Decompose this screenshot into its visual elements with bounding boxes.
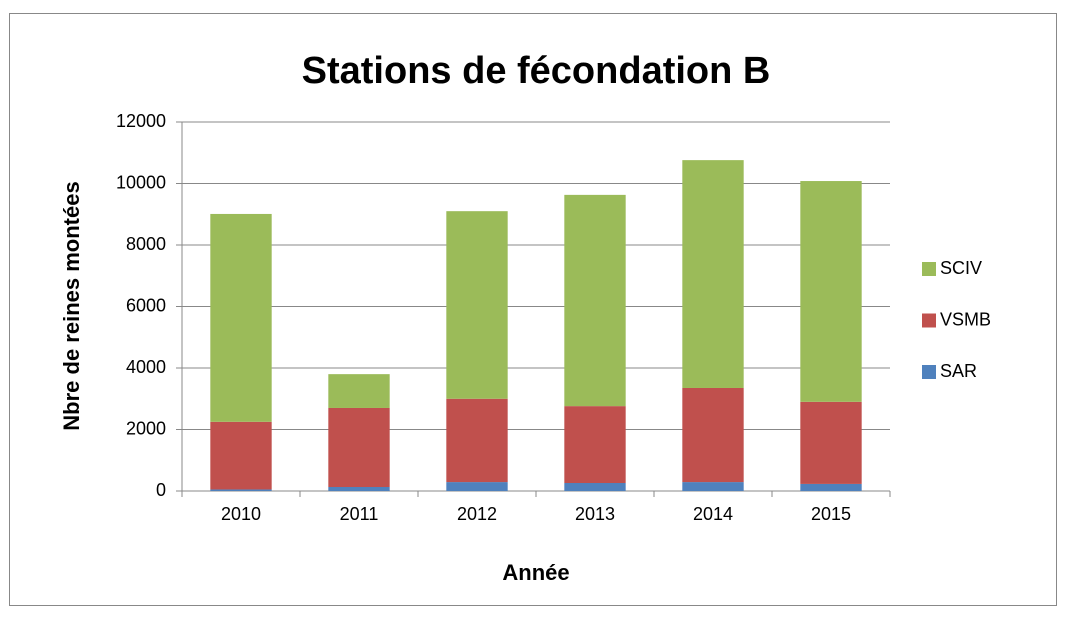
bar-segment — [564, 406, 626, 484]
bar-segment — [682, 482, 744, 491]
bar-segment — [446, 398, 508, 483]
y-tick-label: 4000 — [126, 357, 166, 377]
bar-segment — [682, 160, 744, 388]
x-tick-label: 2015 — [811, 504, 851, 524]
bar-segment — [210, 421, 272, 490]
bar-segment — [210, 213, 272, 422]
chart-border — [9, 13, 1057, 606]
y-tick-label: 8000 — [126, 234, 166, 254]
y-tick-label: 0 — [156, 480, 166, 500]
bar-segment — [564, 194, 626, 407]
bar-segment — [564, 483, 626, 491]
bar-segment — [446, 482, 508, 491]
y-tick-label: 12000 — [116, 111, 166, 131]
legend-label: SCIV — [940, 258, 982, 278]
bar-segment — [800, 181, 862, 402]
bar-segment — [682, 387, 744, 483]
x-tick-label: 2013 — [575, 504, 615, 524]
legend-label: SAR — [940, 361, 977, 381]
chart-title: Stations de fécondation B — [302, 50, 771, 92]
bar-segment — [800, 483, 862, 491]
x-axis-label: Année — [502, 560, 569, 585]
bar-segment — [446, 211, 508, 399]
bar-segment — [328, 487, 390, 491]
x-tick-label: 2012 — [457, 504, 497, 524]
x-tick-label: 2011 — [340, 504, 379, 524]
y-tick-label: 2000 — [126, 418, 166, 438]
y-tick-label: 6000 — [126, 295, 166, 315]
legend-swatch — [922, 365, 936, 379]
bar-segment — [328, 374, 390, 408]
bar-segment — [800, 401, 862, 484]
y-tick-label: 10000 — [116, 172, 166, 192]
legend-swatch — [922, 262, 936, 276]
legend-swatch — [922, 313, 936, 328]
y-axis-label: Nbre de reines montées — [59, 181, 84, 430]
x-tick-label: 2010 — [221, 504, 261, 524]
legend-label: VSMB — [940, 309, 991, 329]
x-tick-label: 2014 — [693, 504, 733, 524]
bar-segment — [328, 407, 390, 488]
bar-segment — [210, 489, 272, 491]
